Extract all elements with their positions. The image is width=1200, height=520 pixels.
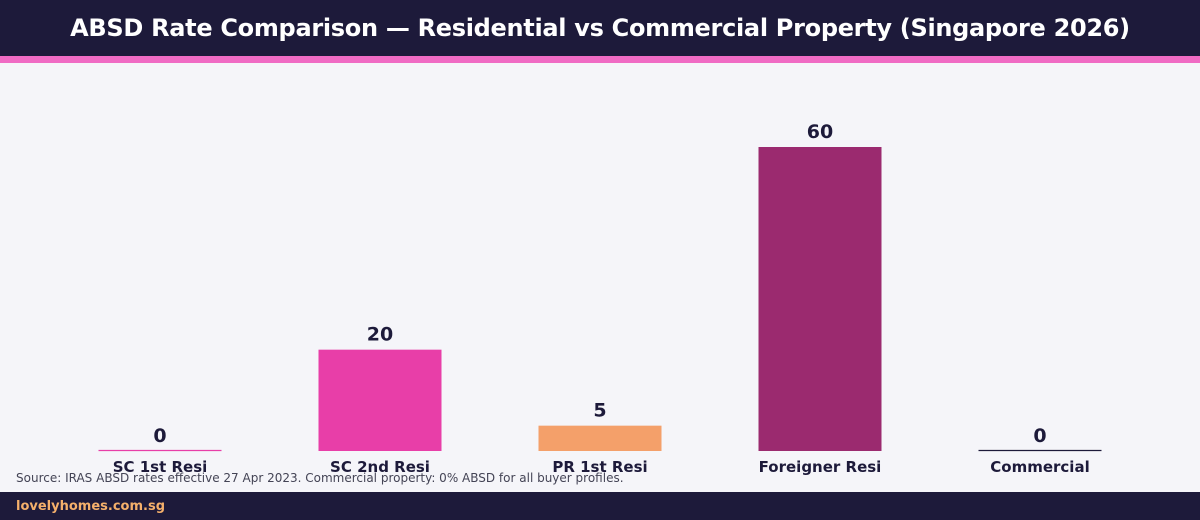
- category-label-0: SC 1st Resi: [113, 458, 208, 476]
- chart-header: ABSD Rate Comparison — Residential vs Co…: [0, 0, 1200, 56]
- chart-title: ABSD Rate Comparison — Residential vs Co…: [70, 14, 1130, 42]
- bar-value-label-0: 0: [153, 425, 166, 447]
- accent-bar: [0, 56, 1200, 63]
- bar-value-label-1: 20: [367, 324, 393, 346]
- bar-value-label-2: 5: [593, 400, 606, 422]
- bar-chart: 0 SC 1st Resi 20 SC 2nd Resi 5 PR 1st Resi 60 F…: [98, 121, 1102, 476]
- bar-3: [758, 147, 882, 451]
- source-note: Source: IRAS ABSD rates effective 27 Apr…: [16, 471, 624, 485]
- bar-2: [538, 425, 662, 451]
- category-label-2: PR 1st Resi: [552, 458, 647, 476]
- bar-1: [318, 349, 442, 451]
- category-label-4: Commercial: [990, 458, 1089, 476]
- brand-link[interactable]: lovelyhomes.com.sg: [16, 498, 165, 514]
- category-label-3: Foreigner Resi: [759, 458, 882, 476]
- footer: lovelyhomes.com.sg: [0, 492, 1200, 520]
- category-label-1: SC 2nd Resi: [330, 458, 430, 476]
- bar-value-label-4: 0: [1033, 425, 1046, 447]
- bar-value-label-3: 60: [807, 121, 833, 143]
